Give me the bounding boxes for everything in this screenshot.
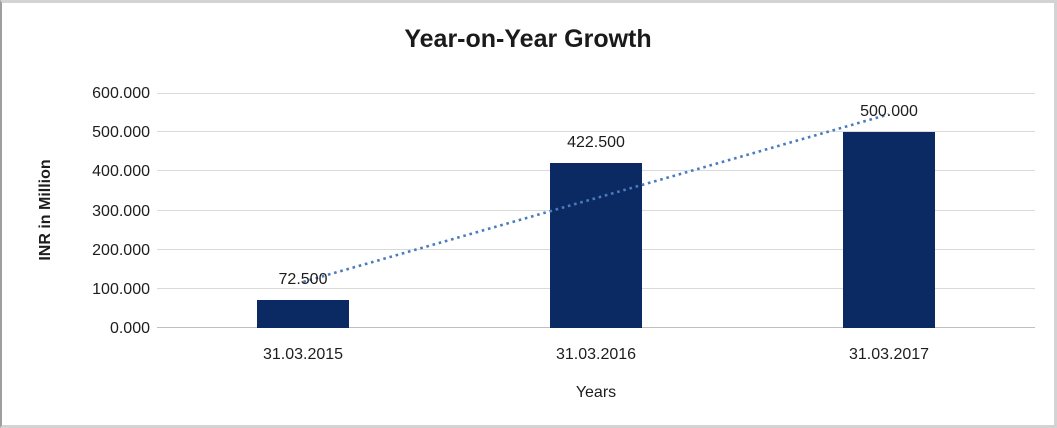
y-tick-label: 300.000 [92, 203, 150, 220]
plot-area: 72.500 422.500 500.000 [157, 93, 1035, 328]
x-tick-label: 31.03.2016 [555, 346, 637, 363]
chart-title: Year-on-Year Growth [404, 25, 652, 53]
y-tick-label: 500.000 [92, 124, 150, 141]
bar-31.03.2015 [257, 300, 349, 328]
x-tick-label: 31.03.2015 [262, 346, 344, 363]
y-tick-label: 0.000 [109, 320, 150, 337]
x-tick-label: 31.03.2017 [848, 346, 930, 363]
data-label: 500.000 [860, 103, 918, 120]
bar-31.03.2017 [843, 132, 935, 328]
bar-31.03.2016 [550, 163, 642, 328]
gridline [157, 131, 1035, 132]
data-label: 72.500 [278, 271, 328, 288]
y-axis-tick-labels: 0.000 100.000 200.000 300.000 400.000 500.000… [2, 85, 150, 337]
x-axis-title: Years [575, 384, 617, 401]
y-tick-label: 100.000 [92, 281, 150, 298]
gridline [157, 93, 1035, 94]
y-tick-label: 400.000 [92, 163, 150, 180]
data-label: 422.500 [567, 134, 625, 151]
y-tick-label: 600.000 [92, 85, 150, 102]
y-tick-label: 200.000 [92, 242, 150, 259]
trendline-dotted [302, 113, 890, 284]
x-axis-tick-labels: 31.03.2015 31.03.2016 31.03.2017 [157, 345, 1035, 365]
